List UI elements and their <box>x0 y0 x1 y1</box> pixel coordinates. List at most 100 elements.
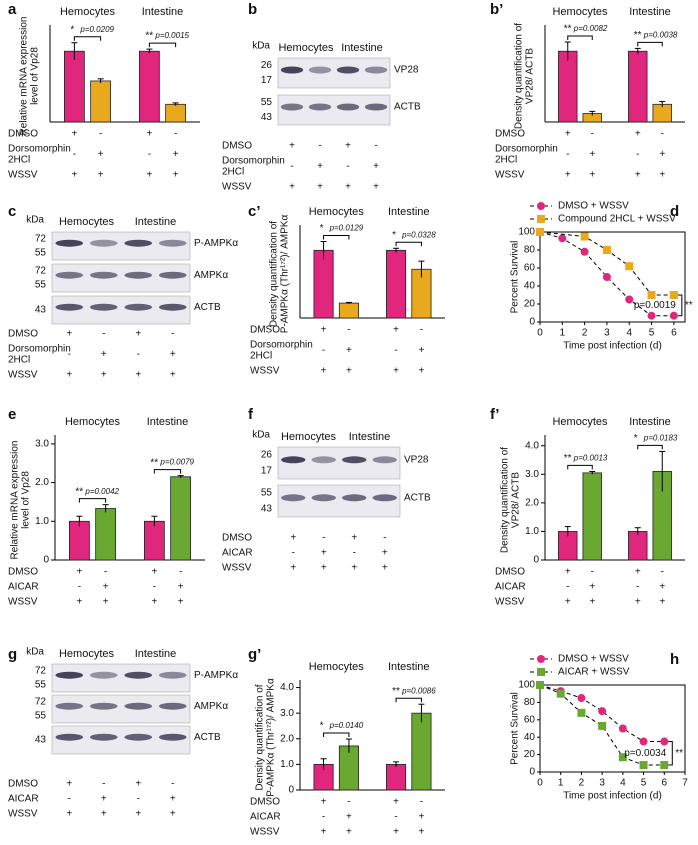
treatment-sign: + <box>321 827 327 838</box>
p-value: p=0.0082 <box>573 24 608 33</box>
y-tick-label: 80 <box>524 245 536 256</box>
treatment-sign: + <box>66 370 72 381</box>
treatment-sign: - <box>99 129 102 140</box>
blot-band <box>55 303 84 311</box>
treatment-sign: + <box>76 597 82 608</box>
panel-letter: f <box>248 406 254 423</box>
treatment-sign: + <box>346 812 352 823</box>
treatment-label: AICAR <box>495 582 526 593</box>
treatment-sign: - <box>566 149 569 160</box>
y-axis-label: Relative mRNA expression <box>19 17 30 136</box>
treatment-label: Dorsomorphin <box>495 144 558 155</box>
treatment-sign: + <box>71 170 77 181</box>
series-line <box>539 231 674 296</box>
blot-strip <box>277 446 401 480</box>
y-tick-label: 0 <box>43 555 49 566</box>
x-tick-label: 3 <box>604 328 610 339</box>
bar <box>386 249 407 319</box>
y-tick-label: 100 <box>518 680 535 691</box>
treatment-sign: - <box>104 567 107 578</box>
y-tick-label: 4.0 <box>525 440 539 451</box>
x-tick-label: 5 <box>641 778 647 789</box>
blot-band <box>89 271 118 279</box>
treatment-sign: + <box>151 597 157 608</box>
blot-band <box>89 702 118 710</box>
blot-band <box>55 671 84 679</box>
treatment-sign: + <box>393 325 399 336</box>
group-label: Hemocytes <box>65 416 121 428</box>
band-label: ACTB <box>404 492 431 503</box>
y-axis-label: P-AMPKα (Thr¹⁷²)/ AMPKα <box>280 215 291 334</box>
group-label: Intestine <box>135 648 177 660</box>
band-label: VP28 <box>394 65 419 76</box>
panel-letter: a <box>8 1 17 18</box>
blot-band <box>124 671 153 679</box>
treatment-sign: - <box>174 129 177 140</box>
treatment-sign: + <box>393 366 399 377</box>
kda-marker: 72 <box>35 666 47 677</box>
marker <box>598 707 607 716</box>
treatment-sign: + <box>170 370 176 381</box>
bar <box>170 476 191 561</box>
sig-stars: * <box>320 223 324 234</box>
bar <box>338 302 359 319</box>
band-label: ACTB <box>194 732 221 743</box>
blot-band <box>124 733 153 741</box>
treatment-sign: + <box>321 325 327 336</box>
treatment-sign: - <box>148 149 151 160</box>
blot-band <box>89 239 118 247</box>
marker <box>639 761 648 770</box>
y-tick-label: 100 <box>518 227 535 238</box>
p-value: p=0.0034 <box>624 748 666 759</box>
treatment-sign: - <box>322 533 325 544</box>
marker <box>536 681 544 689</box>
sig-stars: ** <box>675 748 683 759</box>
treatment-label: 2HCl <box>250 351 272 362</box>
treatment-label: AICAR <box>250 812 281 823</box>
treatment-sign: - <box>347 797 350 808</box>
band-label: P-AMPKα <box>194 670 238 681</box>
x-tick-label: 6 <box>671 328 677 339</box>
x-axis-label: Time post infection (d) <box>563 341 662 352</box>
group-label: Hemocytes <box>309 661 365 673</box>
sig-bracket <box>567 464 593 470</box>
x-tick-label: 1 <box>560 328 566 339</box>
treatment-sign: + <box>98 170 104 181</box>
treatment-label: DMSO <box>8 329 38 340</box>
marker <box>537 202 545 210</box>
panel-letter: g’ <box>248 646 261 663</box>
blot-band <box>280 66 304 74</box>
treatment-sign: - <box>420 797 423 808</box>
marker <box>660 761 669 770</box>
x-tick-label: 4 <box>620 778 626 789</box>
treatment-label: AICAR <box>8 582 39 593</box>
blot-band <box>124 303 153 311</box>
y-tick-label: 3.0 <box>280 708 294 719</box>
y-axis-label: Density quantification of <box>269 221 280 327</box>
p-value: p=0.0183 <box>643 434 678 443</box>
treatment-sign: + <box>101 370 107 381</box>
treatment-label: DMSO <box>495 129 525 140</box>
blot-band <box>158 239 187 247</box>
treatment-sign: + <box>346 366 352 377</box>
y-tick-label: 2.0 <box>525 497 539 508</box>
x-tick-label: 5 <box>649 328 655 339</box>
treatment-sign: - <box>661 129 664 140</box>
x-tick-label: 3 <box>599 778 605 789</box>
y-tick-label: 3.0 <box>525 469 539 480</box>
group-label: Intestine <box>388 661 430 673</box>
sig-bracket <box>153 469 182 474</box>
treatment-sign: - <box>322 345 325 356</box>
treatment-label: DMSO <box>250 325 280 336</box>
treatment-sign: - <box>137 349 140 360</box>
blot-band <box>372 494 397 502</box>
treatment-label: WSSV <box>250 366 280 377</box>
treatment-sign: + <box>393 827 399 838</box>
treatment-sign: + <box>135 370 141 381</box>
x-tick-label: 0 <box>537 328 543 339</box>
blot-band <box>124 239 153 247</box>
bar <box>411 712 432 791</box>
sig-bracket <box>677 294 683 317</box>
treatment-sign: + <box>103 597 109 608</box>
treatment-sign: + <box>659 582 665 593</box>
